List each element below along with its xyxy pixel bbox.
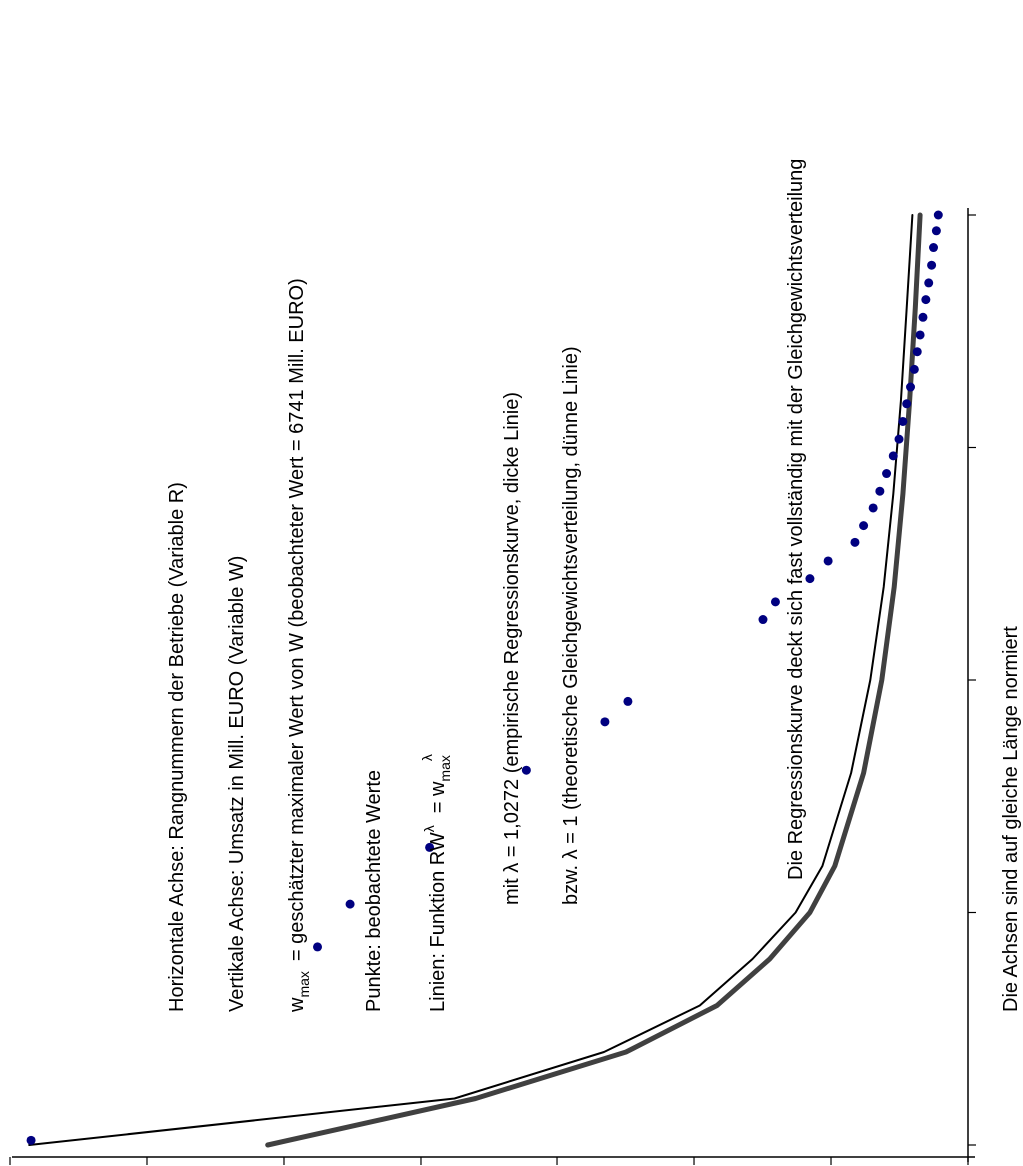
annotation-points: Punkte: beobachtete Werte bbox=[363, 770, 385, 1012]
observed-point-18 bbox=[898, 416, 908, 426]
observed-point-20 bbox=[906, 382, 916, 392]
observed-point-4 bbox=[521, 765, 531, 775]
observed-point-14 bbox=[875, 486, 885, 496]
observed-point-10 bbox=[823, 556, 833, 566]
observed-point-29 bbox=[931, 226, 941, 236]
equilibrium-curve-thin bbox=[28, 214, 914, 1146]
observed-point-30 bbox=[933, 210, 943, 220]
equilibrium-line-path bbox=[28, 214, 914, 1146]
observed-point-0 bbox=[26, 1135, 36, 1145]
tick-marks bbox=[9, 214, 976, 1165]
annotation-lines-eq: = w bbox=[427, 781, 449, 813]
annotation-vertical-axis: Vertikale Achse: Umsatz in Mill. EURO (V… bbox=[226, 556, 248, 1012]
observed-point-1 bbox=[313, 942, 323, 952]
observed-point-28 bbox=[929, 243, 939, 253]
annotation-lines-sub: max bbox=[437, 755, 453, 781]
observed-point-25 bbox=[921, 295, 931, 305]
observed-point-21 bbox=[909, 364, 919, 374]
annotation-horizontal-axis: Horizontale Achse: Rangnummern der Betri… bbox=[166, 482, 188, 1012]
observed-point-9 bbox=[805, 574, 815, 584]
observed-point-27 bbox=[927, 260, 937, 270]
annotation-lines-prefix: Linien: Funktion RW bbox=[427, 832, 449, 1012]
observed-point-15 bbox=[882, 469, 892, 479]
observed-point-3 bbox=[425, 842, 435, 852]
annotation-lines-lambda-sup: λ bbox=[421, 825, 437, 832]
observed-point-26 bbox=[924, 278, 934, 288]
annotation-coverage-note: Die Regressionskurve deckt sich fast vol… bbox=[785, 159, 807, 880]
observed-point-2 bbox=[345, 899, 355, 909]
annotation-lambda-empirical: mit λ = 1,0272 (empirische Regressionsku… bbox=[501, 392, 523, 905]
observed-point-13 bbox=[868, 503, 878, 513]
observed-point-5 bbox=[600, 717, 610, 727]
observed-point-8 bbox=[770, 597, 780, 607]
annotation-lines: Linien: Funktion RWλ= wmaxλ bbox=[419, 754, 453, 1012]
observed-point-24 bbox=[918, 312, 928, 322]
annotation-wmax-sub: max bbox=[296, 971, 312, 997]
observed-points bbox=[26, 210, 943, 1145]
observed-point-22 bbox=[912, 347, 922, 357]
annotation-wmax: wmax = geschätzter maximaler Wert von W (… bbox=[286, 278, 312, 1013]
chart-axes bbox=[12, 208, 975, 1162]
observed-point-16 bbox=[888, 451, 898, 461]
observed-point-11 bbox=[850, 537, 860, 547]
observed-point-12 bbox=[859, 521, 869, 531]
observed-point-7 bbox=[758, 615, 768, 625]
annotation-wmax-base: w bbox=[286, 997, 308, 1013]
annotation-lambda-theoretical: bzw. λ = 1 (theoretische Gleichgewichtsv… bbox=[560, 346, 582, 905]
observed-point-17 bbox=[894, 434, 904, 444]
observed-point-6 bbox=[623, 696, 633, 706]
observed-point-23 bbox=[915, 330, 925, 340]
annotations: Horizontale Achse: Rangnummern der Betri… bbox=[166, 159, 1022, 1013]
regression-line-path bbox=[265, 212, 923, 1148]
regression-curve-thick bbox=[265, 212, 923, 1148]
annotation-lines-sup2: λ bbox=[419, 754, 435, 761]
observed-point-19 bbox=[902, 399, 912, 409]
annotation-normalized-note: Die Achsen sind auf gleiche Länge normie… bbox=[1000, 626, 1022, 1012]
annotation-wmax-desc: = geschätzter maximaler Wert von W (beob… bbox=[286, 278, 308, 961]
